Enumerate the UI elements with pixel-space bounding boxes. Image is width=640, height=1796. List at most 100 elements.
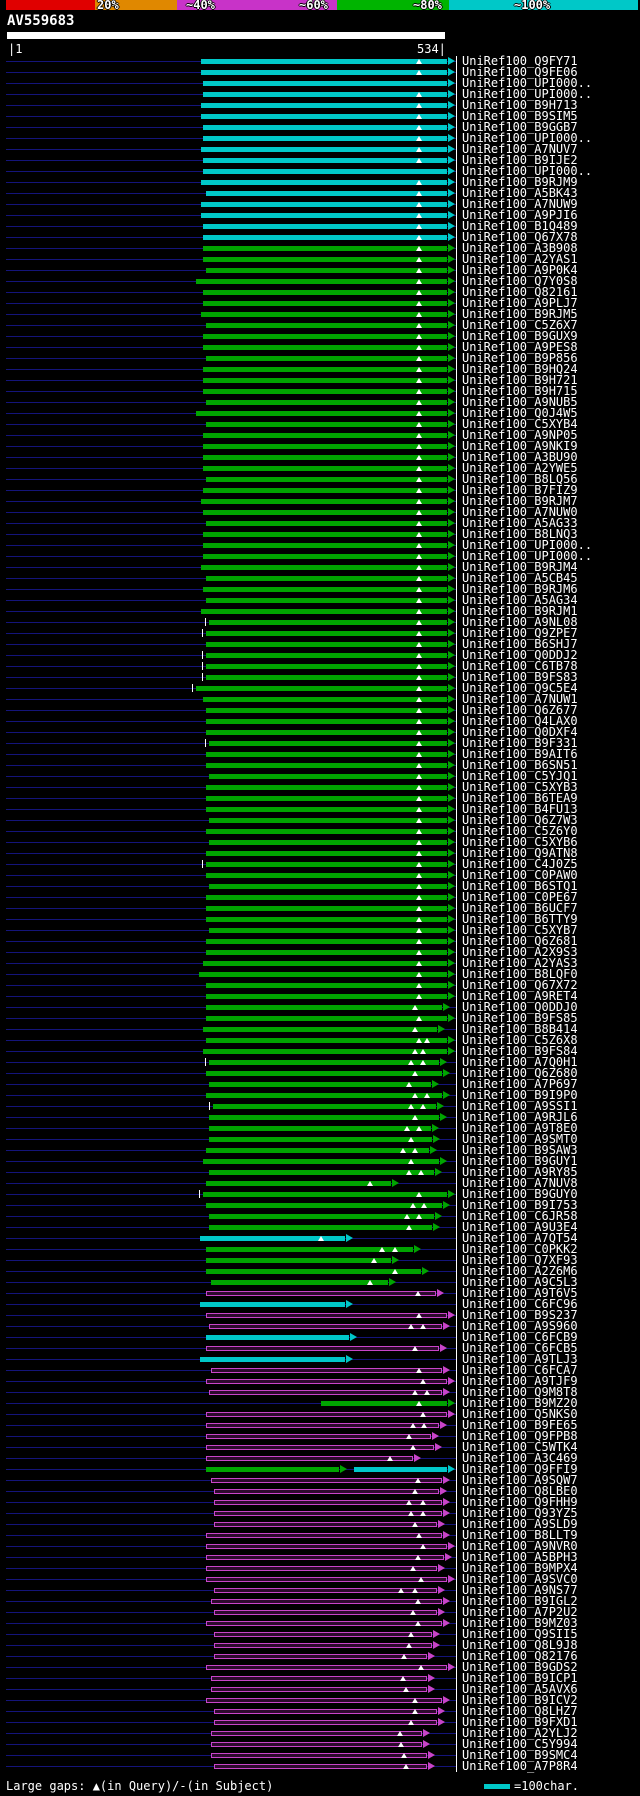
hit-label: UniRef100_A5BK43 <box>462 186 578 200</box>
scale-legend-swatch <box>484 1784 510 1789</box>
gap-marker-icon <box>416 499 423 504</box>
gap-marker-icon <box>416 675 423 680</box>
alignment-bar <box>214 1654 428 1659</box>
alignment-arrowhead-icon <box>448 288 456 296</box>
hit-row: UniRef100_Q6Z677 <box>0 704 640 716</box>
alignment-arrowhead-icon <box>448 618 456 626</box>
alignment-bar <box>209 884 448 889</box>
gap-marker-icon <box>406 1434 413 1439</box>
hit-row: UniRef100_Q7Y0S8 <box>0 274 640 288</box>
alignment-bar <box>205 851 448 856</box>
alignment-bar <box>205 664 448 669</box>
start-tick <box>201 651 203 659</box>
alignment-bar <box>205 807 448 812</box>
alignment-bar <box>205 1555 444 1560</box>
hit-label: UniRef100_A5BPH3 <box>462 1550 578 1564</box>
gap-marker-icon <box>406 1500 413 1505</box>
alignment-bar <box>205 1665 448 1670</box>
alignment-arrowhead-icon <box>448 387 456 395</box>
alignment-bar <box>214 1764 428 1769</box>
hit-label: UniRef100_A9C5L3 <box>462 1275 578 1289</box>
alignment-arrowhead-icon <box>349 1333 357 1341</box>
hit-label: UniRef100_B9RJM6 <box>462 582 578 596</box>
hit-label: UniRef100_B9F331 <box>462 736 578 750</box>
alignment-bar <box>210 1753 428 1758</box>
hit-label: UniRef100_C5Z6X8 <box>462 1033 578 1047</box>
label-boundary-line <box>456 56 457 1772</box>
hit-label: UniRef100_UPI000.. <box>462 131 593 145</box>
alignment-arrowhead-icon <box>448 992 456 1000</box>
hit-label: UniRef100_A2YAS1 <box>462 252 578 266</box>
alignment-arrowhead-icon <box>448 431 456 439</box>
hit-row: UniRef100_B9RJM6 <box>0 582 640 596</box>
hit-row: UniRef100_B6UCF7 <box>0 902 640 914</box>
alignment-arrowhead-icon <box>448 1311 456 1319</box>
alignment-bar <box>205 983 448 988</box>
hit-row: UniRef100_A3B908 <box>0 242 640 254</box>
alignment-arrowhead-icon <box>443 1619 451 1627</box>
gap-marker-icon <box>416 290 423 295</box>
hit-row: UniRef100_C5Z6X7 <box>0 319 640 331</box>
hit-label: UniRef100_Q7Y0S8 <box>462 274 578 288</box>
alignment-arrowhead-icon <box>428 1762 436 1770</box>
gap-marker-icon <box>416 598 423 603</box>
alignment-arrowhead-icon <box>428 1685 436 1693</box>
hit-row: UniRef100_A9T6V5 <box>0 1287 640 1299</box>
hit-label: UniRef100_UPI000.. <box>462 164 593 178</box>
hit-row: UniRef100_B9F331 <box>0 736 640 750</box>
gap-marker-icon <box>416 59 423 64</box>
alignment-bar <box>202 1192 448 1197</box>
alignment-arrowhead-icon <box>448 1542 456 1550</box>
hit-label: UniRef100_Q82161 <box>462 285 578 299</box>
gap-marker-icon <box>416 147 423 152</box>
alignment-bar <box>205 521 448 526</box>
gap-marker-icon <box>416 389 423 394</box>
hit-row: UniRef100_Q9M8T8 <box>0 1386 640 1398</box>
alignment-bar <box>205 576 448 581</box>
alignment-bar <box>202 455 448 460</box>
gap-marker-icon <box>424 1093 431 1098</box>
hit-label: UniRef100_Q0DXF4 <box>462 725 578 739</box>
hit-label: UniRef100_B6TTY9 <box>462 912 578 926</box>
hit-label: UniRef100_B9GUY0 <box>462 1187 578 1201</box>
hit-row: UniRef100_A9PES8 <box>0 341 640 353</box>
gap-marker-icon <box>416 807 423 812</box>
alignment-bar <box>205 1181 392 1186</box>
alignment-arrowhead-icon <box>448 310 456 318</box>
hit-row: UniRef100_Q9FFI9 <box>0 1463 640 1475</box>
alignment-arrowhead-icon <box>431 1124 439 1132</box>
alignment-arrowhead-icon <box>443 1388 451 1396</box>
alignment-bar <box>200 1357 346 1362</box>
alignment-arrowhead-icon <box>433 1223 441 1231</box>
hit-label: UniRef100_B8B414 <box>462 1022 578 1036</box>
hit-row: UniRef100_Q82176 <box>0 1650 640 1662</box>
alignment-arrowhead-icon <box>448 596 456 604</box>
alignment-bar <box>205 994 448 999</box>
alignment-bar <box>202 697 448 702</box>
alignment-arrowhead-icon <box>448 937 456 945</box>
hit-label: UniRef100_Q9ZPE7 <box>462 626 578 640</box>
hit-row: UniRef100_B9I753 <box>0 1199 640 1211</box>
hit-label: UniRef100_C6TB78 <box>462 659 578 673</box>
gap-marker-icon <box>416 851 423 856</box>
alignment-arrowhead-icon <box>392 1256 400 1264</box>
hit-row: UniRef100_B8LLT9 <box>0 1528 640 1542</box>
hit-label: UniRef100_B8LLT9 <box>462 1528 578 1542</box>
alignment-bar <box>205 1071 443 1076</box>
gap-marker-icon <box>412 1522 419 1527</box>
alignment-bar <box>201 103 448 108</box>
alignment-arrowhead-icon <box>448 1377 456 1385</box>
hit-row: UniRef100_A7Q0H1 <box>0 1055 640 1069</box>
hit-label: UniRef100_A7Q0H1 <box>462 1055 578 1069</box>
alignment-arrowhead-icon <box>346 1355 354 1363</box>
hit-row: UniRef100_B6SN51 <box>0 759 640 771</box>
gap-marker-icon <box>416 125 423 130</box>
hit-row: UniRef100_UPI000.. <box>0 539 640 551</box>
gap-marker-icon <box>416 961 423 966</box>
hit-label: UniRef100_B9GUY1 <box>462 1154 578 1168</box>
hit-row: UniRef100_B9MPX4 <box>0 1562 640 1574</box>
hit-row: UniRef100_UPI000.. <box>0 88 640 100</box>
hit-row: UniRef100_A9TLJ3 <box>0 1353 640 1365</box>
hit-label: UniRef100_UPI000.. <box>462 549 593 563</box>
gap-marker-icon <box>416 356 423 361</box>
